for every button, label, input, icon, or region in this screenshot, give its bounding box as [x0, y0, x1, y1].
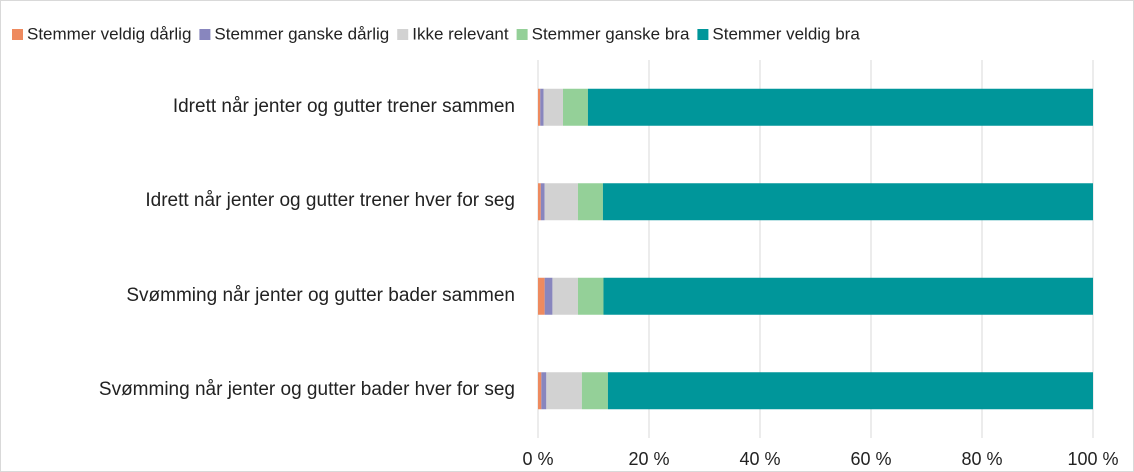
y-tick-label: Svømming når jenter og gutter bader samm…: [126, 284, 515, 306]
bar-segment: [538, 372, 542, 410]
legend-swatch: [12, 29, 23, 40]
bar-segment: [544, 277, 553, 315]
bar-segment: [538, 277, 545, 315]
y-tick-label: Idrett når jenter og gutter trener samme…: [172, 95, 515, 117]
bar-segment: [540, 88, 544, 126]
category-label-box: Idrett når jenter og gutter trener hver …: [145, 190, 515, 212]
legend-label: Ikke relevant: [412, 24, 509, 43]
x-tick-label: 20 %: [628, 449, 669, 469]
legend-label: Stemmer ganske dårlig: [214, 24, 389, 43]
bar-segment: [543, 88, 563, 126]
bar-segment: [577, 183, 603, 221]
bar-segment: [562, 88, 588, 126]
x-tick-label: 80 %: [961, 449, 1002, 469]
bar-segment: [544, 183, 578, 221]
legend-swatch: [397, 29, 409, 40]
category-label-box: Idrett når jenter og gutter trener samme…: [172, 95, 515, 117]
bar-segment: [581, 372, 608, 410]
bar-segment: [538, 88, 541, 126]
bar-segment: [577, 277, 604, 315]
category-label-box: Svømming når jenter og gutter bader hver…: [98, 379, 515, 401]
legend-swatch: [697, 29, 709, 40]
y-tick-label: Svømming når jenter og gutter bader hver…: [98, 379, 515, 401]
bar-segment: [602, 183, 1093, 221]
y-tick-label: Idrett når jenter og gutter trener hver …: [145, 190, 515, 212]
bar-segment: [540, 183, 545, 221]
bar-segment: [538, 183, 541, 221]
bar-segment: [603, 277, 1093, 315]
x-tick-label: 0 %: [522, 449, 553, 469]
x-tick-label: 40 %: [739, 449, 780, 469]
bar-segment: [546, 372, 582, 410]
legend-swatch: [199, 29, 211, 40]
legend-label: Stemmer veldig dårlig: [27, 24, 191, 43]
legend-label: Stemmer ganske bra: [532, 24, 690, 43]
x-tick-label: 60 %: [850, 449, 891, 469]
legend-label: Stemmer veldig bra: [712, 24, 860, 43]
x-tick-label: 100 %: [1067, 449, 1118, 469]
bar-segment: [552, 277, 578, 315]
legend-swatch: [516, 29, 528, 40]
category-label-box: Svømming når jenter og gutter bader samm…: [126, 284, 515, 306]
bar-segment: [541, 372, 547, 410]
bar-segment: [607, 372, 1093, 410]
bar-segment: [587, 88, 1093, 126]
